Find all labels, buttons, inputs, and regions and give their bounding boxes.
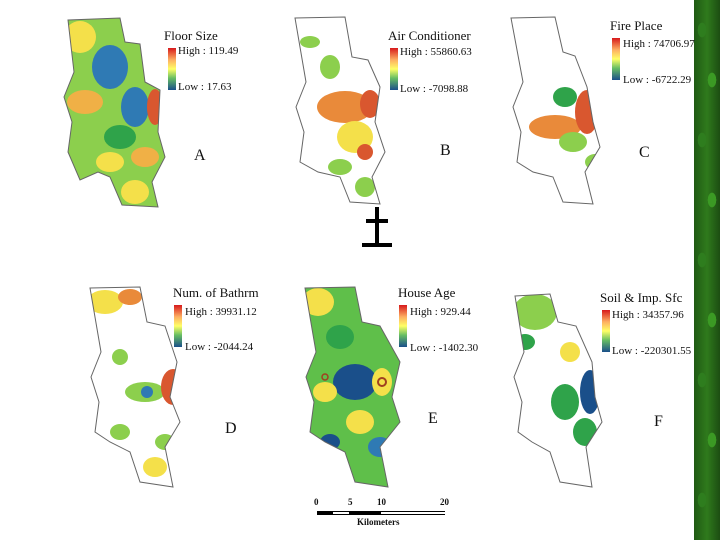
scale-bar-graphic (317, 511, 445, 515)
legend-title-a: Floor Size (164, 28, 218, 43)
legend-ramp-d (174, 305, 182, 347)
legend-low-b: Low : -7098.88 (400, 83, 469, 95)
legend-ramp-e (399, 305, 407, 347)
map-d-surface (89, 286, 181, 488)
legend-ramp-f (602, 310, 610, 352)
legend-high-c: High : 74706.97 (623, 38, 695, 50)
panel-letter-e: E (428, 410, 438, 427)
legend-title-c: Fire Place (610, 18, 663, 33)
legend-low-c: Low : -6722.29 (623, 74, 692, 86)
scale-tick-0: 0 (314, 497, 319, 507)
panel-letter-a: A (194, 147, 206, 164)
map-panel-e: House Age High : 929.44 Low : -1402.30 E (300, 282, 510, 492)
scale-units-label: Kilometers (357, 517, 400, 527)
scale-bar: 0 5 10 20 Kilometers (312, 497, 462, 533)
legend-title-e: House Age (398, 285, 456, 300)
map-a-surface (63, 17, 166, 208)
legend-high-a: High : 119.49 (178, 45, 239, 57)
legend-high-f: High : 34357.96 (612, 309, 684, 321)
panel-letter-c: C (639, 144, 650, 161)
map-panel-a: Floor Size High : 119.49 Low : 17.63 A (60, 12, 290, 212)
legend-low-a: Low : 17.63 (178, 81, 232, 93)
map-c-surface (510, 16, 601, 205)
legend-low-d: Low : -2044.24 (185, 341, 254, 353)
legend-high-b: High : 55860.63 (400, 46, 472, 58)
scale-tick-20: 20 (440, 497, 449, 507)
legend-title-d: Num. of Bathrm (173, 285, 259, 300)
panel-letter-d: D (225, 420, 237, 437)
map-b-surface (294, 16, 386, 205)
north-arrow-icon (362, 207, 392, 247)
legend-high-d: High : 39931.12 (185, 306, 257, 318)
map-panel-b: Air Conditioner High : 55860.63 Low : -7… (290, 12, 510, 212)
vine-border (694, 0, 720, 540)
legend-high-e: High : 929.44 (410, 306, 471, 318)
legend-ramp-c (612, 38, 620, 80)
legend-low-e: Low : -1402.30 (410, 342, 479, 354)
map-panel-d: Num. of Bathrm High : 39931.12 Low : -20… (85, 282, 305, 492)
scale-tick-5: 5 (348, 497, 353, 507)
legend-low-f: Low : -220301.55 (612, 345, 692, 357)
map-e-surface (304, 286, 401, 488)
scale-tick-10: 10 (377, 497, 386, 507)
legend-title-b: Air Conditioner (388, 28, 471, 43)
map-panel-c: Fire Place High : 74706.97 Low : -6722.2… (505, 12, 695, 212)
map-f-surface (513, 293, 603, 488)
map-panel-f: Soil & Imp. Sfc High : 34357.96 Low : -2… (510, 282, 700, 492)
panel-letter-b: B (440, 142, 451, 159)
panel-letter-f: F (654, 413, 663, 430)
legend-title-f: Soil & Imp. Sfc (600, 290, 683, 305)
legend-ramp-a (168, 48, 176, 90)
legend-ramp-b (390, 48, 398, 90)
